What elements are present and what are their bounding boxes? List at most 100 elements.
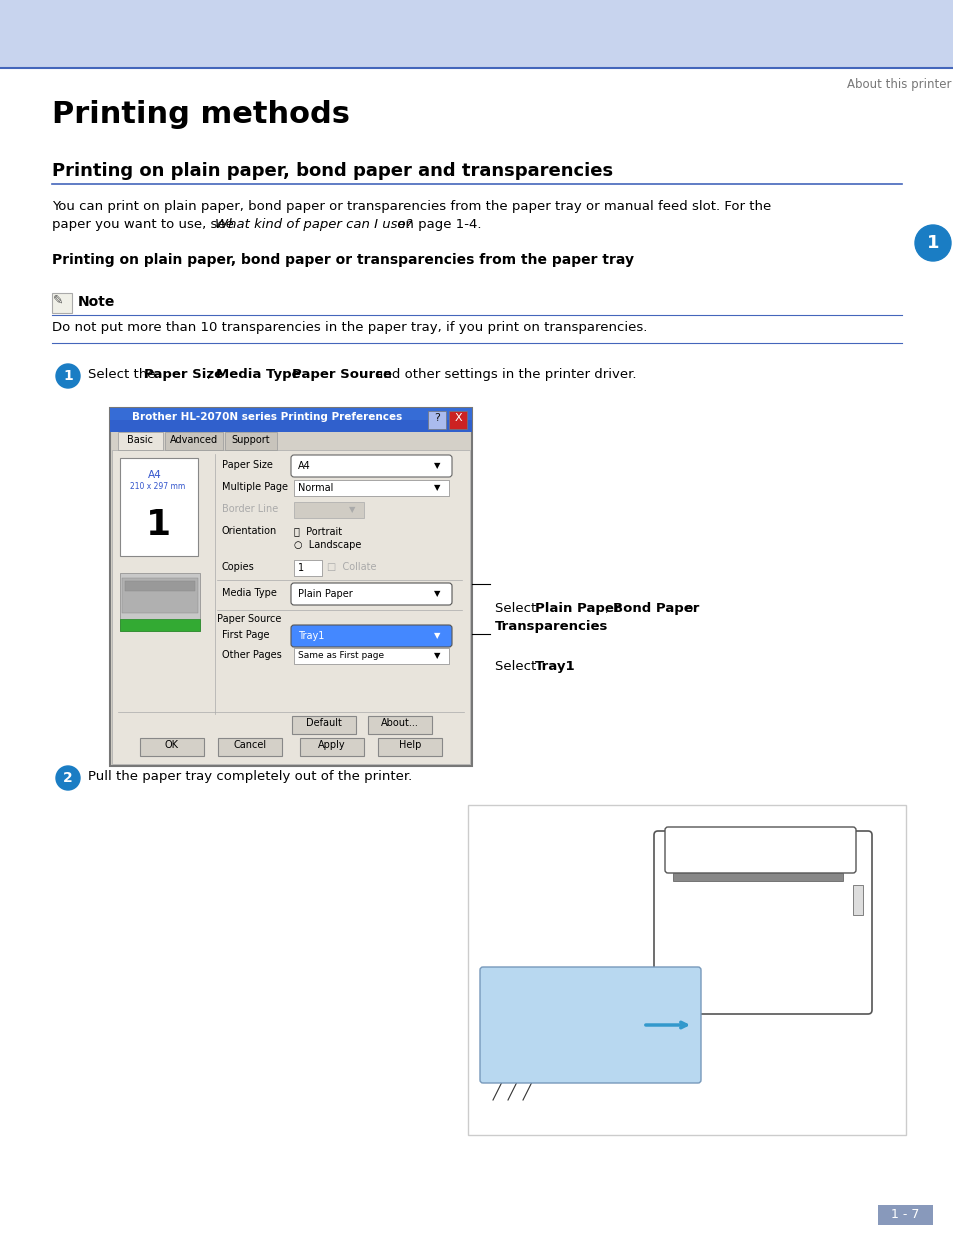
Bar xyxy=(449,411,467,429)
Text: X: X xyxy=(454,412,461,424)
FancyBboxPatch shape xyxy=(291,583,452,605)
Text: ⦿  Portrait: ⦿ Portrait xyxy=(294,526,342,536)
Text: Plain Paper: Plain Paper xyxy=(297,589,353,599)
Bar xyxy=(110,408,472,420)
Bar xyxy=(294,480,449,496)
Bar xyxy=(110,408,472,766)
Text: Bond Paper: Bond Paper xyxy=(613,601,699,615)
Text: Advanced: Advanced xyxy=(170,435,218,445)
Text: Multiple Page: Multiple Page xyxy=(222,482,288,492)
FancyBboxPatch shape xyxy=(291,454,452,477)
Bar xyxy=(299,739,364,756)
Text: Orientation: Orientation xyxy=(222,526,277,536)
Text: ✎: ✎ xyxy=(53,294,64,308)
FancyBboxPatch shape xyxy=(664,827,855,873)
Text: Paper Source: Paper Source xyxy=(216,614,281,624)
Text: Tray1: Tray1 xyxy=(297,631,324,641)
Text: ▼: ▼ xyxy=(434,651,440,659)
Text: Same as First page: Same as First page xyxy=(297,651,384,659)
Text: ▼: ▼ xyxy=(434,631,440,640)
Text: 1: 1 xyxy=(925,233,939,252)
Text: Normal: Normal xyxy=(297,483,333,493)
Text: 210 x 297 mm: 210 x 297 mm xyxy=(130,482,185,492)
Text: Transparencies: Transparencies xyxy=(495,620,608,634)
Bar xyxy=(120,619,200,631)
Text: First Page: First Page xyxy=(222,630,269,640)
Text: ,: , xyxy=(283,368,291,382)
Text: Apply: Apply xyxy=(318,740,345,750)
Text: Copies: Copies xyxy=(222,562,254,572)
Text: Media Type: Media Type xyxy=(222,588,276,598)
Text: Media Type: Media Type xyxy=(215,368,300,382)
Text: ▼: ▼ xyxy=(434,483,440,492)
Bar xyxy=(140,739,204,756)
Bar xyxy=(112,450,470,764)
Text: Note: Note xyxy=(78,295,115,309)
Text: A4: A4 xyxy=(297,461,311,471)
Text: on page 1-4.: on page 1-4. xyxy=(393,219,481,231)
Text: Brother HL-2070N series Printing Preferences: Brother HL-2070N series Printing Prefere… xyxy=(132,412,402,422)
Text: ,: , xyxy=(604,601,613,615)
Bar xyxy=(468,805,905,1135)
Bar xyxy=(125,580,194,592)
Text: Default: Default xyxy=(306,718,341,727)
Text: Pull the paper tray completely out of the printer.: Pull the paper tray completely out of th… xyxy=(88,769,412,783)
Bar xyxy=(225,432,276,450)
Text: .: . xyxy=(595,620,598,634)
Text: 1 - 7: 1 - 7 xyxy=(890,1208,919,1221)
Text: A4: A4 xyxy=(148,471,162,480)
Text: ▼: ▼ xyxy=(349,505,355,514)
Bar xyxy=(368,716,432,734)
Text: and other settings in the printer driver.: and other settings in the printer driver… xyxy=(371,368,636,382)
Circle shape xyxy=(914,225,950,261)
Text: paper you want to use, see: paper you want to use, see xyxy=(52,219,238,231)
Text: ○  Landscape: ○ Landscape xyxy=(294,540,361,550)
Text: Help: Help xyxy=(398,740,420,750)
Bar xyxy=(120,573,200,631)
Text: Do not put more than 10 transparencies in the paper tray, if you print on transp: Do not put more than 10 transparencies i… xyxy=(52,321,647,333)
Bar xyxy=(0,0,953,68)
Text: Border Line: Border Line xyxy=(222,504,278,514)
Bar xyxy=(122,578,198,613)
Text: Select: Select xyxy=(495,601,540,615)
Text: Plain Paper: Plain Paper xyxy=(535,601,619,615)
FancyBboxPatch shape xyxy=(291,625,452,647)
Text: Printing on plain paper, bond paper and transparencies: Printing on plain paper, bond paper and … xyxy=(52,162,613,180)
Text: 2: 2 xyxy=(63,771,72,785)
Bar xyxy=(294,501,364,517)
Text: □  Collate: □ Collate xyxy=(327,562,376,572)
Bar xyxy=(294,559,322,576)
Bar xyxy=(165,432,223,450)
FancyBboxPatch shape xyxy=(479,967,700,1083)
Bar xyxy=(118,432,163,450)
Text: Printing on plain paper, bond paper or transparencies from the paper tray: Printing on plain paper, bond paper or t… xyxy=(52,253,634,267)
Circle shape xyxy=(56,364,80,388)
Bar xyxy=(672,873,842,881)
Text: 1: 1 xyxy=(297,563,304,573)
Text: Paper Size: Paper Size xyxy=(144,368,223,382)
Text: Paper Source: Paper Source xyxy=(292,368,392,382)
Text: What kind of paper can I use?: What kind of paper can I use? xyxy=(214,219,413,231)
Text: ,: , xyxy=(207,368,215,382)
Bar xyxy=(120,458,198,556)
Bar xyxy=(294,648,449,664)
Bar xyxy=(852,885,862,915)
Text: Paper Size: Paper Size xyxy=(222,459,273,471)
Text: ▼: ▼ xyxy=(434,461,440,471)
FancyBboxPatch shape xyxy=(654,831,871,1014)
Bar xyxy=(292,716,355,734)
Text: Cancel: Cancel xyxy=(233,740,266,750)
Bar xyxy=(377,739,441,756)
Text: Select: Select xyxy=(495,659,540,673)
Text: ?: ? xyxy=(434,412,439,424)
Text: Support: Support xyxy=(232,435,270,445)
Text: Select the: Select the xyxy=(88,368,159,382)
Text: Tray1: Tray1 xyxy=(535,659,575,673)
Text: Basic: Basic xyxy=(127,435,152,445)
Text: You can print on plain paper, bond paper or transparencies from the paper tray o: You can print on plain paper, bond paper… xyxy=(52,200,770,212)
Text: 1: 1 xyxy=(146,508,172,542)
Bar xyxy=(52,293,71,312)
Text: Other Pages: Other Pages xyxy=(222,650,281,659)
Text: ▼: ▼ xyxy=(434,589,440,598)
Text: About...: About... xyxy=(380,718,418,727)
